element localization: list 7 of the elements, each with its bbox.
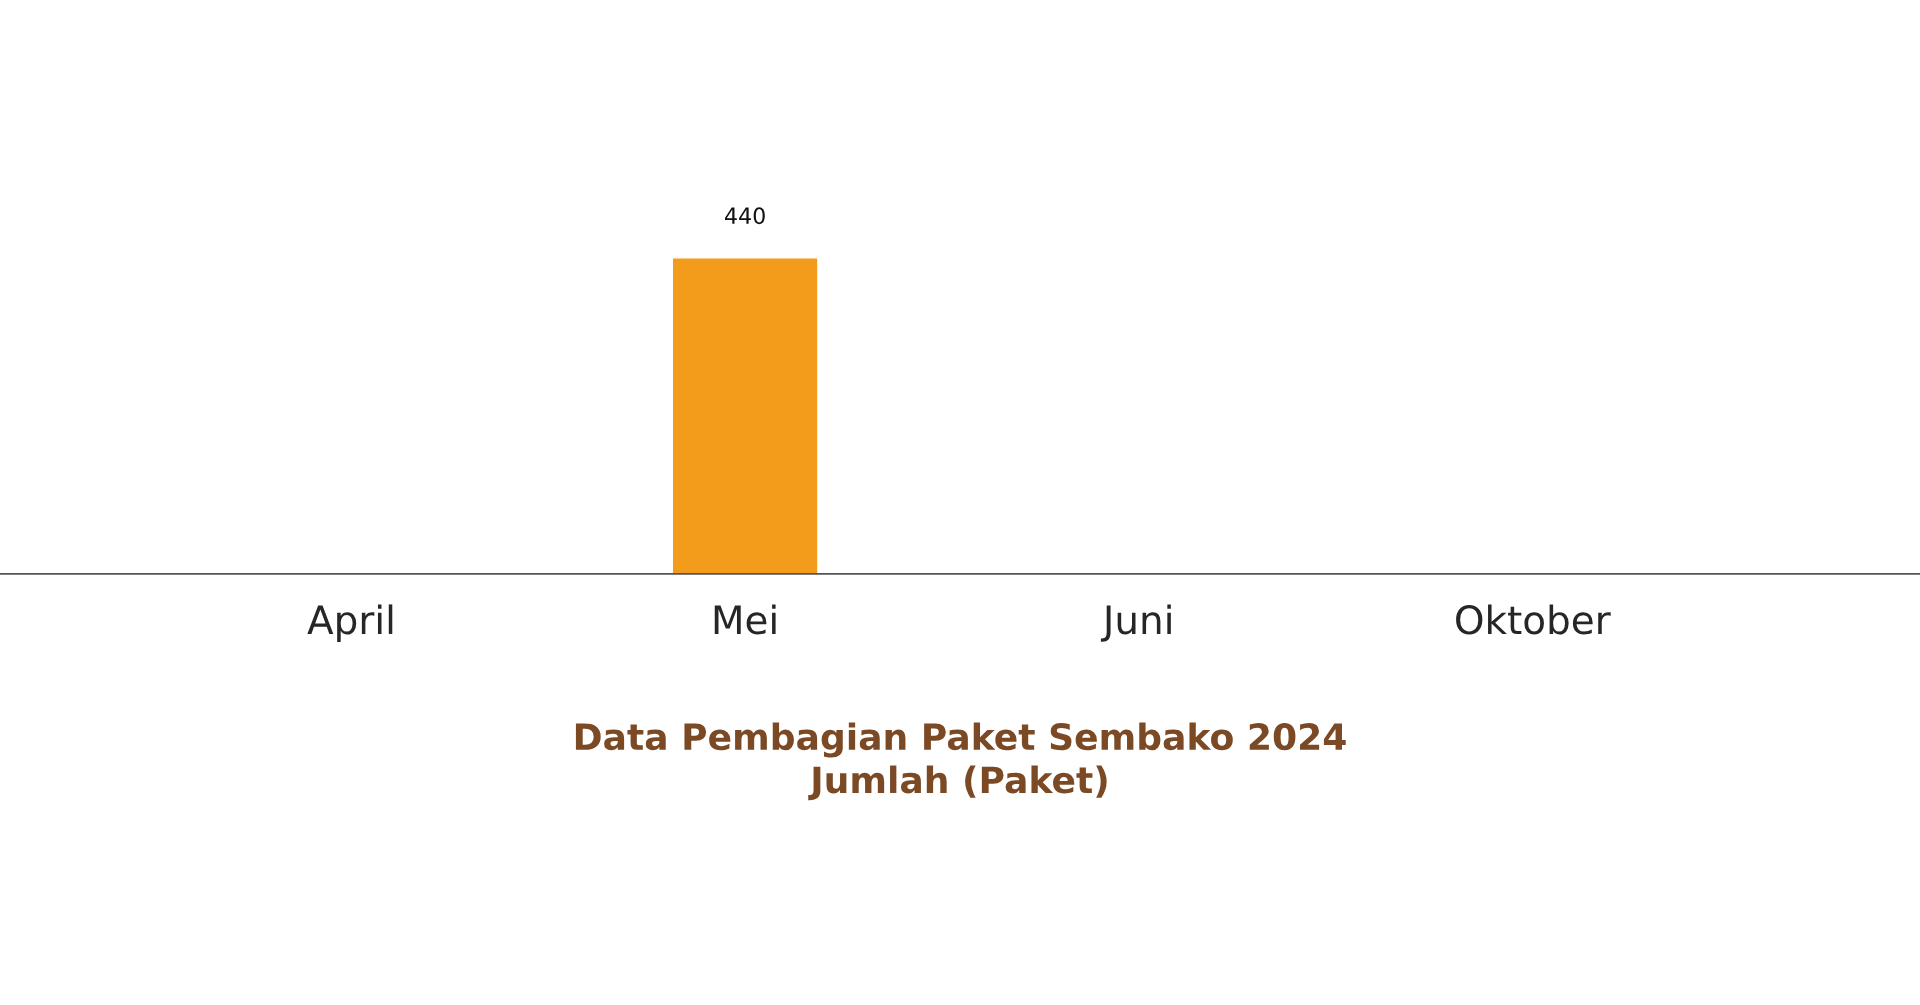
data-label: 440 (724, 207, 765, 225)
text: Jumlah (Paket) (808, 765, 1107, 801)
x-tick-label: Juni (1100, 604, 1171, 642)
text: Data Pembagian Paket Sembako 2024 (575, 722, 1346, 758)
x-tick-label: Mei (714, 604, 776, 635)
x-tick-label: April (307, 604, 393, 643)
x-tick-label: Oktober (1456, 604, 1611, 635)
